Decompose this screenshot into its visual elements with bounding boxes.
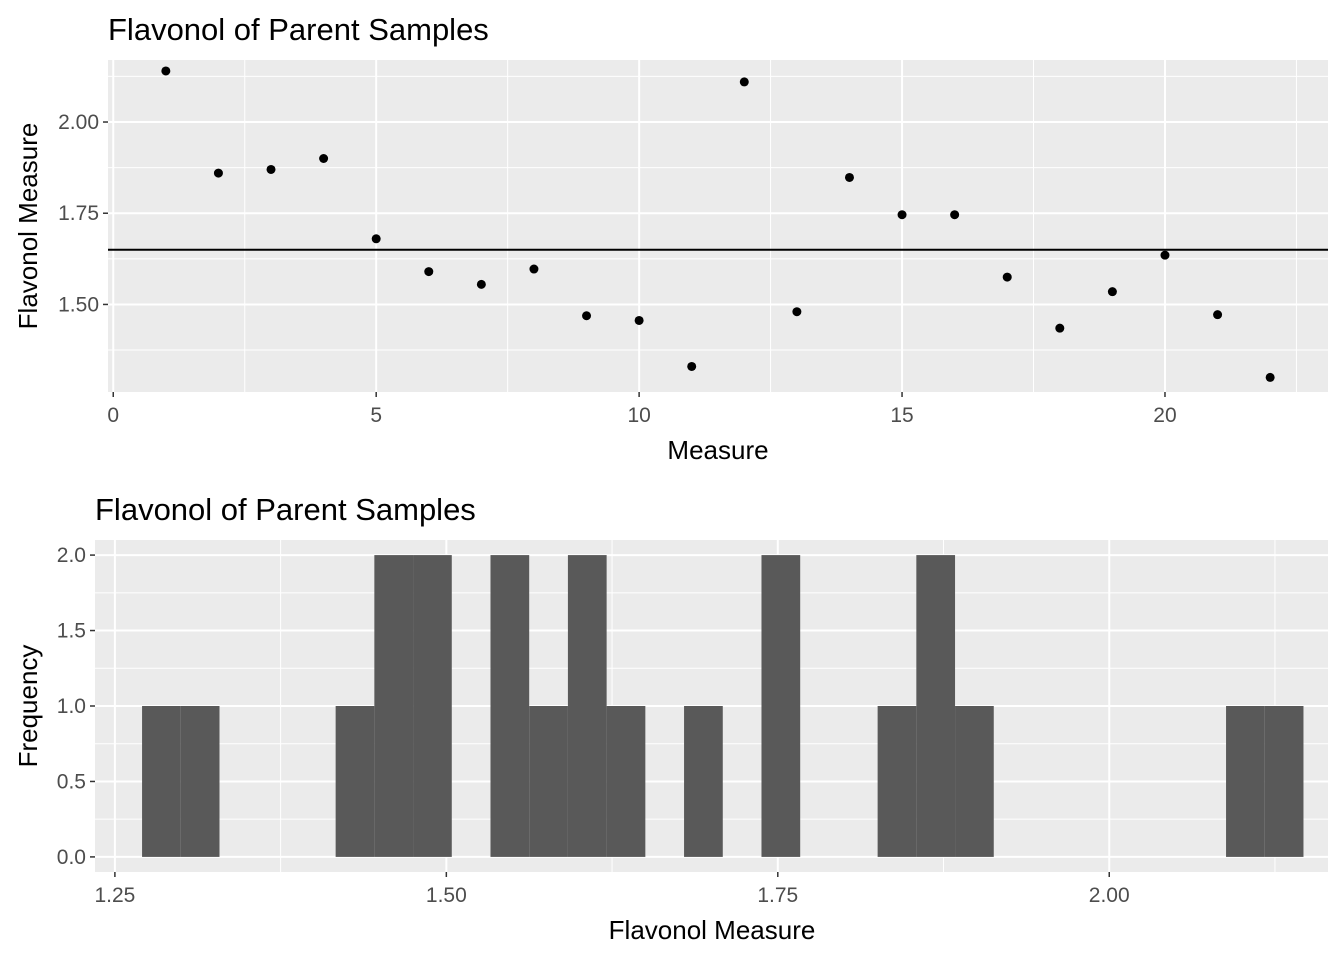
x-tick-label: 1.50 xyxy=(426,884,467,907)
data-point xyxy=(213,168,223,178)
scatter-x-axis-title: Measure xyxy=(667,435,768,465)
y-tick-label: 0.0 xyxy=(57,846,86,869)
histogram-bar xyxy=(374,555,414,857)
data-point xyxy=(950,210,960,220)
histogram-x-axis-title: Flavonol Measure xyxy=(609,915,816,945)
data-point xyxy=(897,210,907,220)
data-point xyxy=(1107,287,1117,297)
data-point xyxy=(424,267,434,277)
data-point xyxy=(1002,272,1012,282)
data-point xyxy=(1265,372,1275,382)
histogram-bar xyxy=(413,555,452,857)
y-tick-label: 2.0 xyxy=(57,544,86,567)
scatter-chart: Flavonol of Parent Samples 0 5 10 15 20 1.50 1… xyxy=(13,12,1328,465)
y-tick-label: 1.50 xyxy=(58,293,99,316)
histogram-bar xyxy=(142,706,181,857)
scatter-points xyxy=(161,66,1275,382)
data-point xyxy=(161,66,171,76)
data-point xyxy=(792,307,802,317)
x-tick-label: 2.00 xyxy=(1089,884,1130,907)
y-tick-label: 0.5 xyxy=(57,770,86,793)
x-tick-label: 15 xyxy=(890,404,913,427)
y-tick-label: 1.5 xyxy=(57,620,86,643)
data-point xyxy=(1213,310,1223,320)
data-point xyxy=(266,164,276,174)
y-tick-label: 1.0 xyxy=(57,695,86,718)
histogram-chart-title: Flavonol of Parent Samples xyxy=(95,492,476,527)
histogram-axis-ticks: 1.25 1.50 1.75 2.00 0.0 0.5 1.0 1.5 2.0 xyxy=(57,544,1130,907)
scatter-plot-panel xyxy=(108,60,1328,392)
histogram-bar xyxy=(567,555,607,857)
histogram-bar xyxy=(180,706,220,857)
scatter-axis-ticks: 0 5 10 15 20 1.50 1.75 2.00 xyxy=(58,111,1177,427)
data-point xyxy=(529,264,539,274)
x-tick-label: 5 xyxy=(370,404,382,427)
histogram-bar xyxy=(529,706,568,857)
data-point xyxy=(739,77,749,87)
data-point xyxy=(371,234,381,244)
scatter-gridlines xyxy=(108,60,1328,392)
histogram-bar xyxy=(877,706,917,857)
histogram-bar xyxy=(1264,706,1304,857)
histogram-y-axis-title: Frequency xyxy=(13,645,43,768)
data-point xyxy=(582,311,592,321)
histogram-bar xyxy=(490,555,530,857)
data-point xyxy=(687,361,697,371)
data-point xyxy=(844,172,854,182)
scatter-chart-title: Flavonol of Parent Samples xyxy=(108,12,489,47)
data-point xyxy=(1160,250,1170,260)
histogram-bar xyxy=(1226,706,1265,857)
y-tick-label: 2.00 xyxy=(58,111,99,134)
data-point xyxy=(1055,323,1065,333)
x-tick-label: 20 xyxy=(1153,404,1176,427)
x-tick-label: 0 xyxy=(107,404,119,427)
histogram-bar xyxy=(335,706,375,857)
data-point xyxy=(634,315,644,325)
histogram-bar xyxy=(955,706,994,857)
histogram-bar xyxy=(761,555,801,857)
x-tick-label: 10 xyxy=(627,404,650,427)
histogram-bar xyxy=(606,706,646,857)
histogram-bars xyxy=(142,555,1304,857)
data-point xyxy=(319,154,329,164)
scatter-y-axis-title: Flavonol Measure xyxy=(13,123,43,330)
histogram-chart: Flavonol of Parent Samples 1.25 1.50 1.75 2… xyxy=(13,492,1328,945)
y-tick-label: 1.75 xyxy=(58,202,99,225)
x-tick-label: 1.25 xyxy=(94,884,135,907)
data-point xyxy=(476,279,486,289)
histogram-bar xyxy=(684,706,723,857)
histogram-bar xyxy=(916,555,956,857)
x-tick-label: 1.75 xyxy=(757,884,798,907)
